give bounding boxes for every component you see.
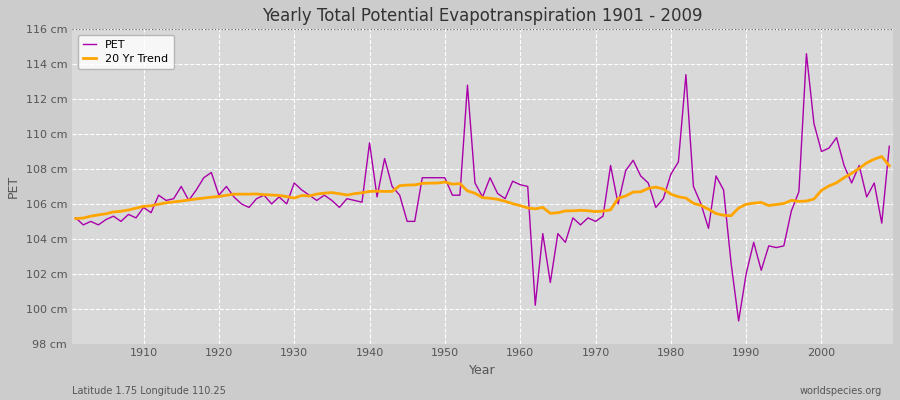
20 Yr Trend	[296, 193, 307, 198]
Legend: PET, 20 Yr Trend: PET, 20 Yr Trend	[77, 35, 174, 70]
20 Yr Trend	[877, 154, 887, 159]
PET	[515, 182, 526, 187]
20 Yr Trend	[884, 164, 895, 168]
Text: Latitude 1.75 Longitude 110.25: Latitude 1.75 Longitude 110.25	[72, 386, 226, 396]
PET	[734, 318, 744, 323]
20 Yr Trend	[130, 206, 141, 210]
PET	[508, 179, 518, 184]
Text: worldspecies.org: worldspecies.org	[800, 386, 882, 396]
Title: Yearly Total Potential Evapotranspiration 1901 - 2009: Yearly Total Potential Evapotranspiratio…	[262, 7, 703, 25]
Y-axis label: PET: PET	[7, 175, 20, 198]
20 Yr Trend	[515, 203, 526, 208]
PET	[605, 163, 616, 168]
PET	[341, 196, 352, 201]
20 Yr Trend	[508, 201, 518, 206]
PET	[884, 144, 895, 149]
PET	[296, 188, 307, 192]
Line: PET: PET	[76, 54, 889, 321]
20 Yr Trend	[341, 193, 352, 198]
20 Yr Trend	[605, 208, 616, 212]
20 Yr Trend	[70, 216, 81, 221]
PET	[130, 216, 141, 220]
PET	[70, 216, 81, 220]
X-axis label: Year: Year	[469, 364, 496, 377]
PET	[801, 51, 812, 56]
Line: 20 Yr Trend: 20 Yr Trend	[76, 156, 889, 218]
